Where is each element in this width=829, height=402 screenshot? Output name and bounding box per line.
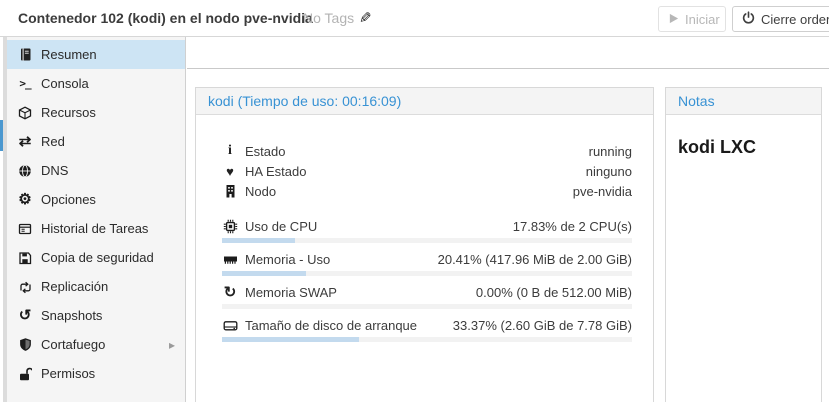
unlock-icon bbox=[17, 366, 33, 381]
info-icon: i bbox=[228, 143, 232, 158]
task-list-icon bbox=[17, 221, 33, 236]
sidebar-item-recursos[interactable]: Recursos bbox=[7, 98, 185, 127]
cube-icon bbox=[17, 105, 33, 120]
status-row-nodo: Nodo pve-nvidia bbox=[222, 181, 632, 201]
status-row-ha-estado: ♥ HA Estado ninguno bbox=[222, 161, 632, 181]
retweet-icon bbox=[17, 279, 33, 293]
status-label: Nodo bbox=[245, 183, 277, 199]
globe-icon bbox=[17, 163, 33, 178]
notes-panel: Notas kodi LXC bbox=[665, 87, 822, 402]
chevron-right-icon: ▸ bbox=[168, 337, 175, 352]
usage-label: Memoria - Uso bbox=[245, 251, 331, 267]
usage-value: 33.37% (2.60 GiB de 7.78 GiB) bbox=[452, 317, 632, 333]
sidebar-item-historial[interactable]: Historial de Tareas bbox=[7, 214, 185, 243]
usage-row-disco: Tamaño de disco de arranque 33.37% (2.60… bbox=[222, 317, 632, 342]
sidebar-item-label: Snapshots bbox=[41, 308, 103, 323]
sidebar-item-label: Cortafuego bbox=[41, 337, 106, 352]
notes-panel-title: Notas bbox=[666, 88, 821, 115]
shutdown-button-label: Cierre ordena bbox=[761, 11, 829, 27]
sidebar-item-opciones[interactable]: ⚙ Opciones bbox=[7, 185, 185, 214]
sidebar-item-snapshots[interactable]: ↺ Snapshots bbox=[7, 301, 185, 330]
sidebar-item-label: Resumen bbox=[41, 47, 97, 62]
sidebar-item-red[interactable]: ⇄ Red bbox=[7, 127, 185, 156]
usage-value: 17.83% de 2 CPU(s) bbox=[512, 218, 632, 234]
sidebar-item-copia-seguridad[interactable]: Copia de seguridad bbox=[7, 243, 185, 272]
usage-label: Uso de CPU bbox=[245, 218, 318, 234]
page-title: Contenedor 102 (kodi) en el nodo pve-nvi… bbox=[18, 10, 313, 26]
sidebar-item-replicacion[interactable]: Replicación bbox=[7, 272, 185, 301]
usage-label: Tamaño de disco de arranque bbox=[245, 317, 418, 333]
status-value: pve-nvidia bbox=[572, 183, 632, 199]
sidebar-item-label: Copia de seguridad bbox=[41, 250, 154, 265]
floppy-icon bbox=[17, 250, 33, 265]
tree-selected-node-indicator bbox=[0, 120, 3, 151]
usage-label: Memoria SWAP bbox=[245, 284, 337, 300]
network-arrows-icon: ⇄ bbox=[18, 133, 32, 150]
notes-body[interactable]: kodi LXC bbox=[666, 115, 821, 158]
power-icon bbox=[742, 11, 755, 27]
start-button[interactable]: Iniciar bbox=[658, 6, 726, 32]
shield-icon bbox=[17, 337, 33, 352]
sidebar-item-label: Recursos bbox=[41, 105, 96, 120]
terminal-icon: >_ bbox=[19, 77, 31, 90]
top-bar: Contenedor 102 (kodi) en el nodo pve-nvi… bbox=[0, 0, 829, 37]
status-label: Estado bbox=[245, 143, 286, 159]
content-divider bbox=[187, 68, 829, 69]
usage-row-memoria: Memoria - Uso 20.41% (417.96 MiB de 2.00… bbox=[222, 251, 632, 276]
sidebar-item-resumen[interactable]: Resumen bbox=[7, 40, 185, 69]
status-row-estado: i Estado running bbox=[222, 141, 632, 161]
history-icon: ↺ bbox=[18, 307, 32, 324]
sidebar-item-label: Historial de Tareas bbox=[41, 221, 149, 236]
heartbeat-icon: ♥ bbox=[226, 163, 234, 179]
tags-label: No Tags bbox=[303, 10, 355, 26]
summary-panel: kodi (Tiempo de uso: 00:16:09) i Estado … bbox=[195, 87, 654, 402]
notes-content: kodi LXC bbox=[678, 137, 757, 157]
sidebar-item-label: Permisos bbox=[41, 366, 96, 381]
sidebar-item-dns[interactable]: DNS bbox=[7, 156, 185, 185]
usage-value: 0.00% (0 B de 512.00 MiB) bbox=[475, 284, 632, 300]
row-gap bbox=[222, 201, 632, 218]
panel-splitter[interactable] bbox=[3, 37, 7, 402]
memory-icon bbox=[222, 252, 238, 266]
disk-progress-bar bbox=[222, 337, 632, 342]
swap-progress-bar bbox=[222, 304, 632, 309]
tags-group[interactable]: No Tags ✎ bbox=[303, 0, 372, 37]
swap-icon: ↻ bbox=[223, 283, 237, 301]
start-button-label: Iniciar bbox=[685, 11, 720, 27]
sidebar-item-consola[interactable]: >_ Consola bbox=[7, 69, 185, 98]
pencil-icon[interactable]: ✎ bbox=[359, 10, 372, 27]
status-value: ninguno bbox=[585, 163, 632, 179]
disk-icon bbox=[222, 318, 238, 332]
status-label: HA Estado bbox=[245, 163, 307, 179]
building-icon bbox=[222, 184, 238, 199]
status-table: i Estado running ♥ HA Estado ninguno Nod… bbox=[222, 141, 632, 342]
book-icon bbox=[17, 47, 33, 62]
cpu-icon bbox=[222, 218, 238, 233]
play-icon bbox=[668, 12, 679, 27]
usage-row-swap: ↻ Memoria SWAP 0.00% (0 B de 512.00 MiB) bbox=[222, 284, 632, 309]
sidebar-item-label: Consola bbox=[41, 76, 89, 91]
sidebar-item-permisos[interactable]: Permisos bbox=[7, 359, 185, 388]
usage-value: 20.41% (417.96 MiB de 2.00 GiB) bbox=[437, 251, 632, 267]
summary-panel-title: kodi (Tiempo de uso: 00:16:09) bbox=[196, 88, 653, 115]
resource-tree-edge bbox=[0, 37, 3, 402]
status-value: running bbox=[588, 143, 632, 159]
memory-progress-bar bbox=[222, 271, 632, 276]
sidebar-item-cortafuego[interactable]: Cortafuego ▸ bbox=[7, 330, 185, 359]
sidebar-item-label: Opciones bbox=[41, 192, 96, 207]
sidebar-nav: Resumen >_ Consola Recursos ⇄ Red DNS ⚙ … bbox=[7, 37, 186, 402]
sidebar-item-label: Red bbox=[41, 134, 65, 149]
gear-icon: ⚙ bbox=[18, 191, 32, 208]
usage-row-cpu: Uso de CPU 17.83% de 2 CPU(s) bbox=[222, 218, 632, 243]
shutdown-button[interactable]: Cierre ordena bbox=[732, 6, 829, 32]
sidebar-item-label: DNS bbox=[41, 163, 69, 178]
cpu-progress-bar bbox=[222, 238, 632, 243]
sidebar-item-label: Replicación bbox=[41, 279, 109, 294]
